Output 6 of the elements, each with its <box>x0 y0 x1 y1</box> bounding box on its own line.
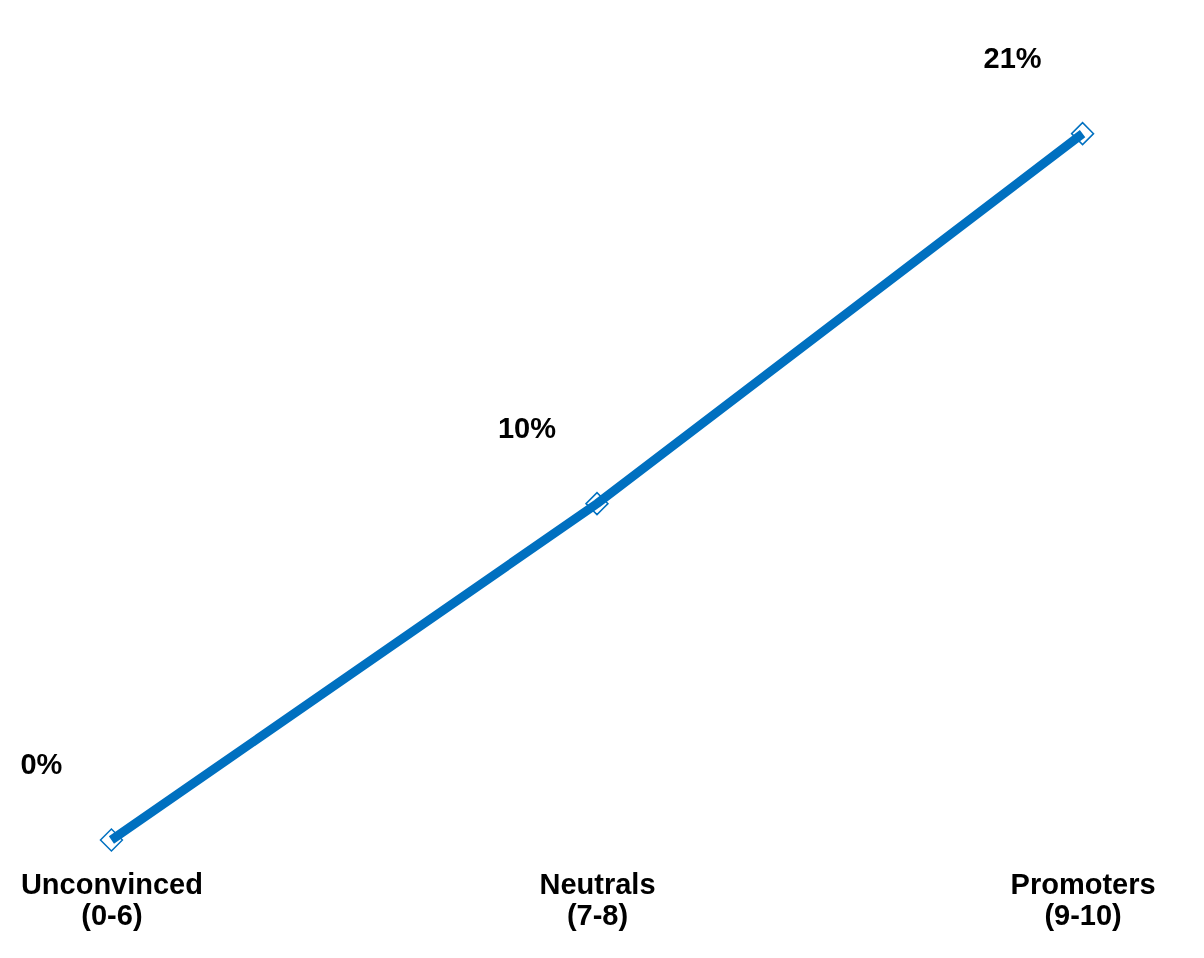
data-label: 10% <box>497 411 557 444</box>
data-label: 0% <box>20 748 63 780</box>
x-tick-label: Promoters (9-10) <box>1010 867 1156 931</box>
x-tick-label: Unconvinced (0-6) <box>20 867 203 931</box>
x-tick-label: Neutrals (7-8) <box>539 867 656 931</box>
data-label: 21% <box>983 41 1042 74</box>
